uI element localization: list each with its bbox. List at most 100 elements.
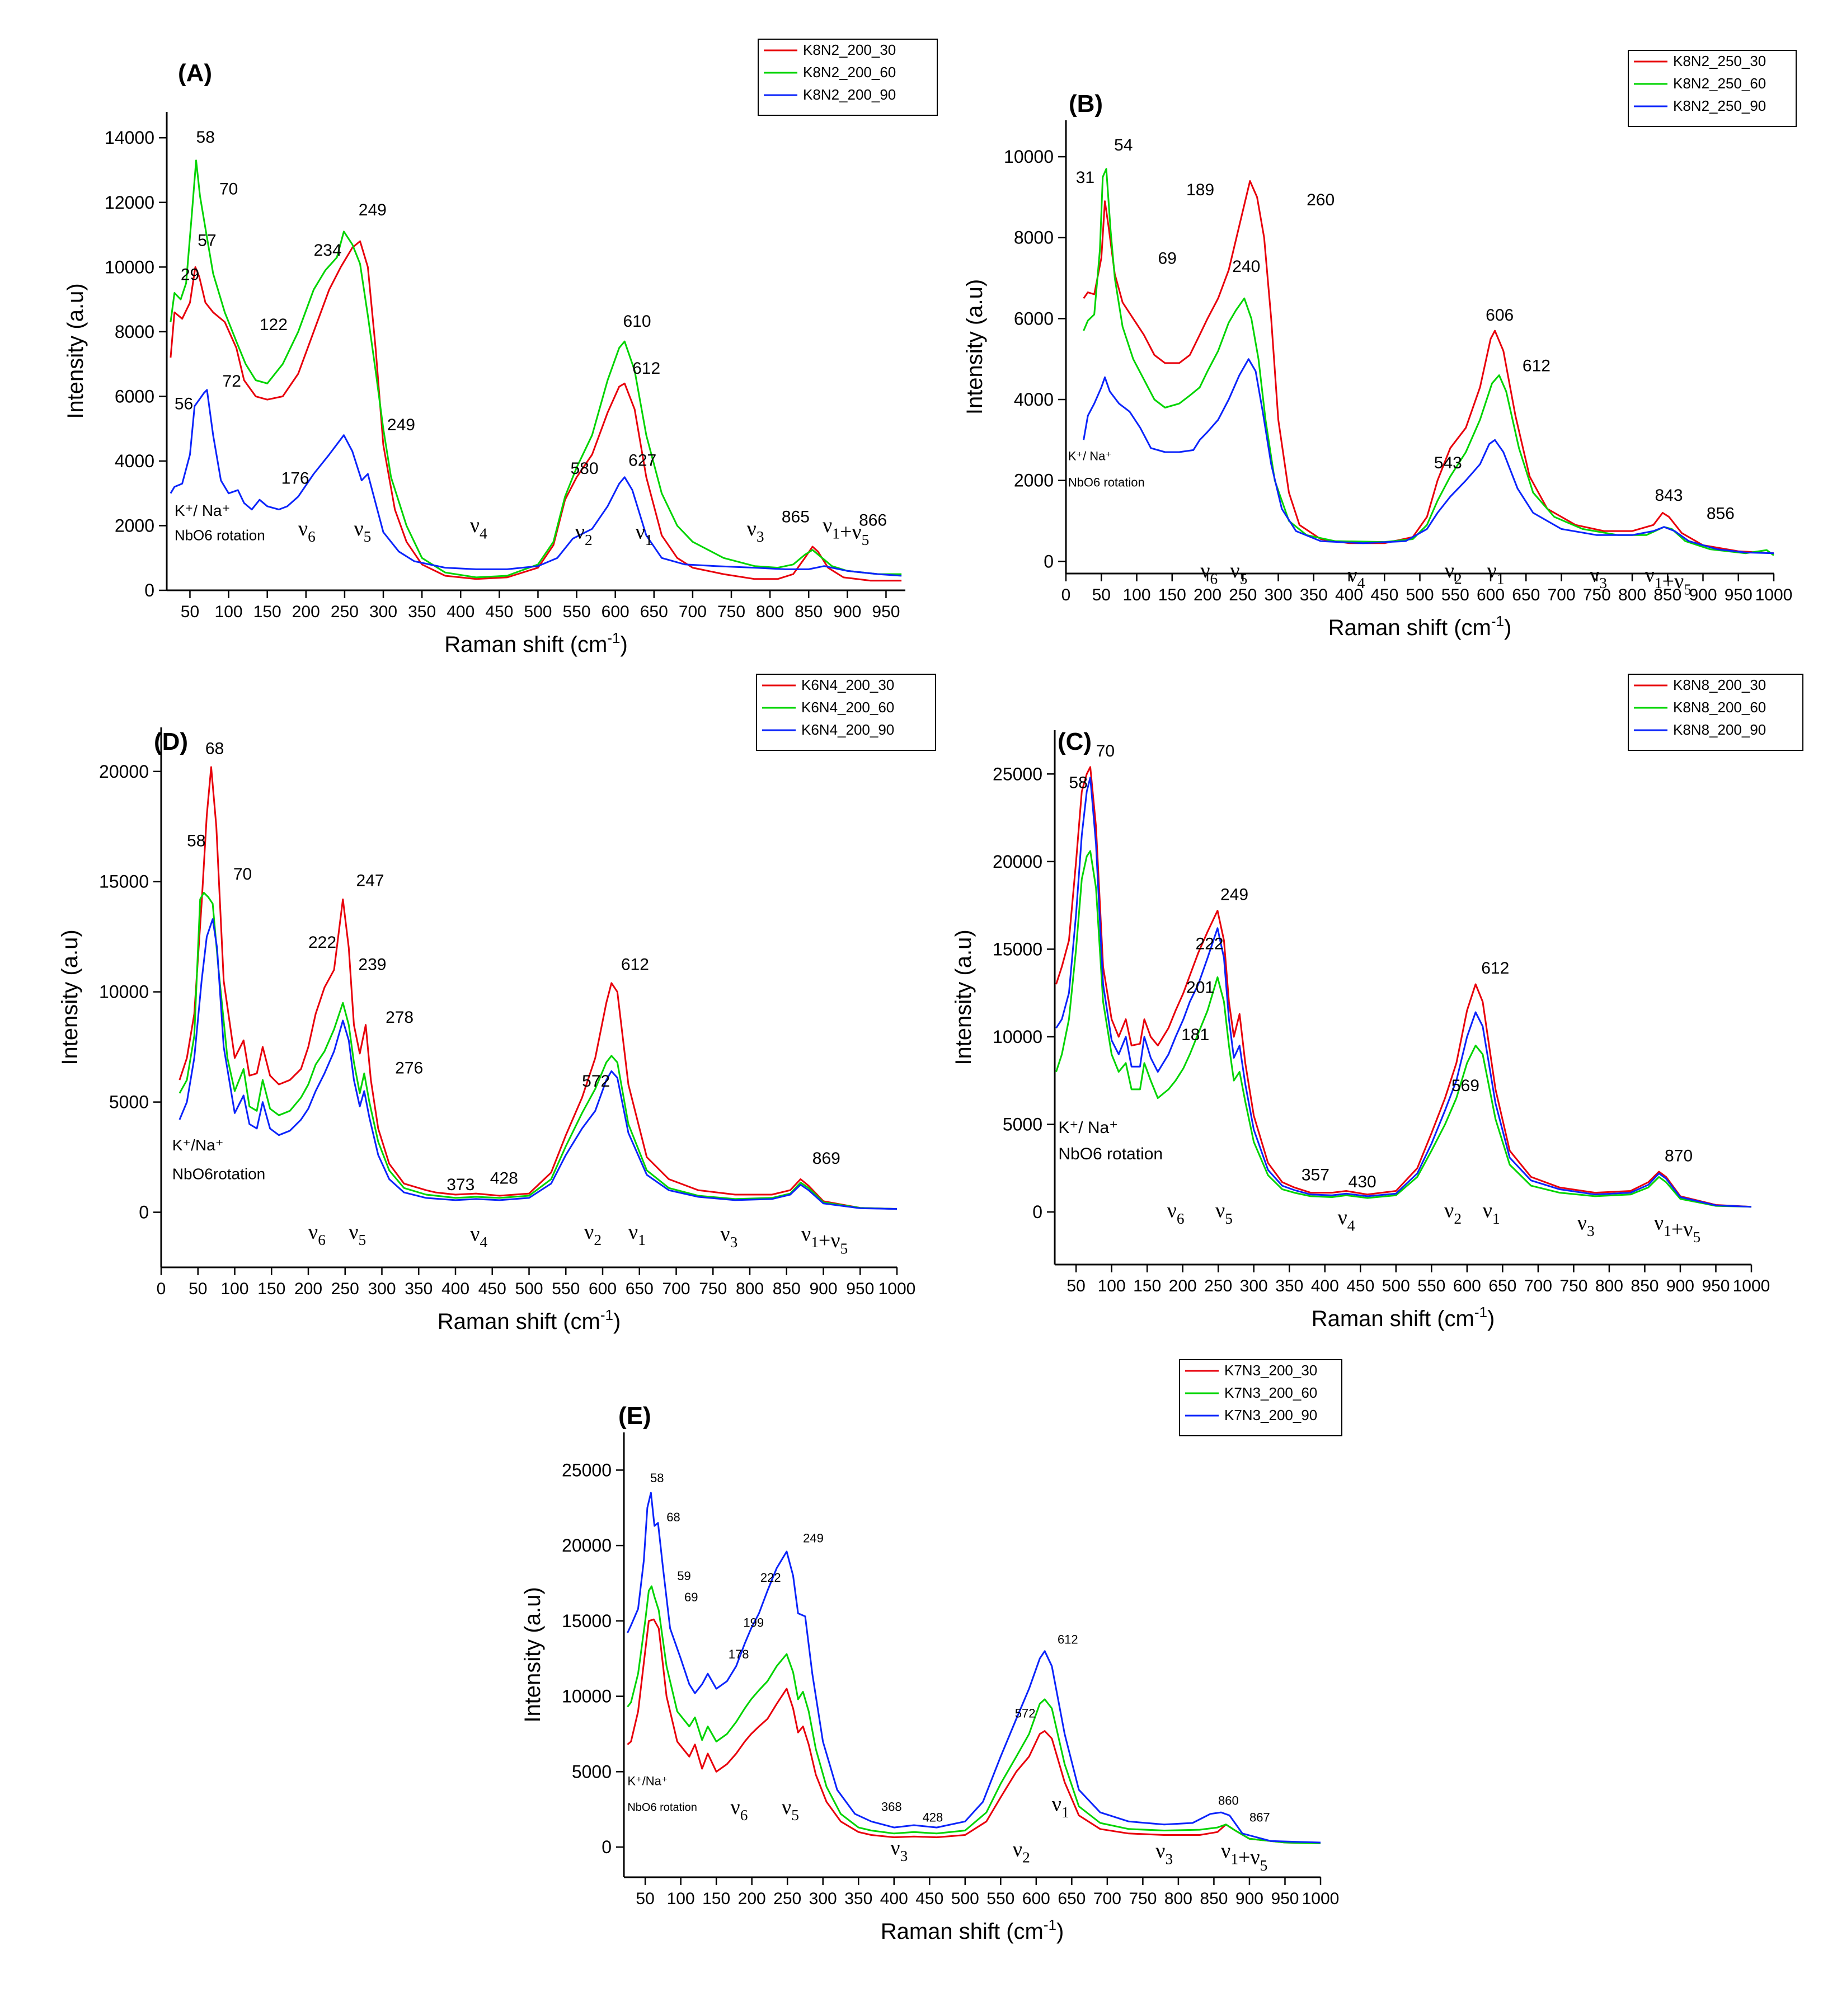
x-tick-label: 400 <box>447 603 474 621</box>
chart-panel-B: 0 50 100 150 200 250 300 350 400 450 500 550 600 650 7… <box>962 50 1797 640</box>
mode-label: ν3 <box>1590 563 1607 591</box>
y-tick-label: 0 <box>139 1202 149 1223</box>
x-tick-label: 100 <box>1098 1277 1126 1295</box>
mode-label: ν1+ν5 <box>1654 1211 1700 1246</box>
peak-label: 249 <box>803 1531 824 1545</box>
mode-label: ν2 <box>575 520 593 548</box>
x-tick-label: 100 <box>667 1890 695 1908</box>
legend-box <box>1628 50 1797 127</box>
x-tick-label: 200 <box>738 1890 766 1908</box>
x-tick-label: 900 <box>1689 586 1717 604</box>
x-tick-label: 650 <box>626 1280 654 1298</box>
x-tick-label: 600 <box>1477 586 1505 604</box>
y-tick-label: 8000 <box>1014 228 1054 248</box>
peak-label: K⁺/ Na⁺ <box>175 502 231 519</box>
x-tick-label: 900 <box>809 1280 837 1298</box>
x-tick-label: 200 <box>294 1280 322 1298</box>
x-tick-label: 950 <box>872 603 900 621</box>
x-tick-label: 600 <box>1453 1277 1481 1295</box>
x-tick-label: 150 <box>257 1280 285 1298</box>
x-tick-label: 950 <box>1725 586 1753 604</box>
mode-label: ν3 <box>1155 1839 1173 1867</box>
mode-label: ν2 <box>1013 1838 1030 1865</box>
y-tick-label: 15000 <box>562 1611 612 1631</box>
peak-label: 176 <box>281 469 309 487</box>
series-line-K6N4_200_90 <box>178 918 898 1210</box>
x-tick-label: 100 <box>220 1280 248 1298</box>
peak-label: K⁺/Na⁺ <box>172 1136 224 1154</box>
mode-label: ν3 <box>890 1836 908 1864</box>
panel-label: (A) <box>178 59 212 87</box>
series-line-K8N8_200_60 <box>1055 850 1752 1208</box>
x-tick-label: 300 <box>1264 586 1292 604</box>
x-tick-label: 900 <box>833 603 861 621</box>
x-tick-label: 850 <box>773 1280 801 1298</box>
peak-label: 867 <box>1249 1810 1270 1824</box>
x-tick-label: 250 <box>1229 586 1257 604</box>
mode-label: ν3 <box>1577 1211 1595 1239</box>
x-tick-label: 350 <box>844 1890 872 1908</box>
legend-entry: K8N2_250_30 <box>1673 53 1766 69</box>
x-tick-label: 550 <box>986 1890 1014 1908</box>
mode-label: ν1 <box>1052 1792 1069 1820</box>
y-tick-label: 20000 <box>562 1535 612 1556</box>
peak-label: 70 <box>219 180 238 198</box>
peak-label: 430 <box>1349 1173 1376 1191</box>
x-tick-label: 200 <box>1194 586 1221 604</box>
x-tick-label: 450 <box>915 1890 943 1908</box>
x-tick-label: 800 <box>1164 1890 1192 1908</box>
y-tick-label: 0 <box>1044 551 1054 571</box>
mode-label: ν3 <box>747 517 764 545</box>
peak-label: 249 <box>1220 886 1248 904</box>
x-tick-label: 550 <box>563 603 591 621</box>
x-tick-label: 650 <box>1512 586 1540 604</box>
x-tick-label: 50 <box>1092 586 1111 604</box>
x-tick-label: 750 <box>699 1280 727 1298</box>
x-tick-label: 350 <box>408 603 436 621</box>
legend-box <box>1628 674 1803 751</box>
y-tick-label: 25000 <box>562 1460 612 1480</box>
x-tick-label: 300 <box>368 1280 396 1298</box>
peak-label: 357 <box>1302 1166 1329 1185</box>
legend-entry: K8N2_200_60 <box>803 64 896 81</box>
y-tick-label: 2000 <box>115 515 154 535</box>
chart-panel-E: 50 100 150 200 250 300 350 400 450 500 550 600 650 70… <box>520 1359 1342 1944</box>
y-tick-label: 10000 <box>562 1686 612 1707</box>
peak-label: 249 <box>359 201 387 219</box>
y-tick-label: 15000 <box>993 939 1042 959</box>
y-tick-label: 20000 <box>99 762 149 782</box>
legend-entry: K8N2_200_30 <box>803 41 896 58</box>
mode-label: ν4 <box>1347 563 1365 591</box>
y-tick-label: 8000 <box>115 322 154 342</box>
mode-label: ν1+ν5 <box>1221 1839 1267 1874</box>
legend: K8N8_200_30 K8N8_200_60 K8N8_200_90 <box>1628 674 1803 751</box>
mode-label: ν1 <box>628 1220 646 1248</box>
x-tick-label: 750 <box>1559 1277 1587 1295</box>
y-tick-label: 0 <box>144 580 154 600</box>
mode-label: ν2 <box>1445 559 1462 587</box>
y-tick-label: 10000 <box>99 982 149 1002</box>
x-tick-label: 350 <box>1300 586 1328 604</box>
x-tick-label: 150 <box>1158 586 1186 604</box>
series-line-K8N8_200_30 <box>1055 766 1752 1208</box>
x-tick-label: 50 <box>189 1280 207 1298</box>
mode-label: ν6 <box>298 517 316 545</box>
x-tick-label: 1000 <box>1302 1890 1340 1908</box>
x-tick-label: 700 <box>1524 1277 1552 1295</box>
peak-label: 612 <box>1058 1632 1078 1646</box>
peak-label: 70 <box>233 865 252 884</box>
x-tick-label: 350 <box>405 1280 433 1298</box>
x-tick-label: 500 <box>515 1280 543 1298</box>
series-line-K8N2_200_90 <box>170 389 902 577</box>
x-tick-label: 700 <box>1547 586 1575 604</box>
peak-label: 234 <box>314 241 342 260</box>
peak-label: NbO6 rotation <box>627 1801 697 1813</box>
peak-label: 869 <box>812 1149 840 1168</box>
peak-label: NbO6 rotation <box>175 527 265 543</box>
legend-box <box>756 674 936 751</box>
x-tick-label: 950 <box>1702 1277 1730 1295</box>
peak-label: 278 <box>386 1008 414 1027</box>
x-tick-label: 650 <box>640 603 668 621</box>
mode-label: ν6 <box>308 1220 326 1248</box>
x-tick-label: 200 <box>1169 1277 1197 1295</box>
